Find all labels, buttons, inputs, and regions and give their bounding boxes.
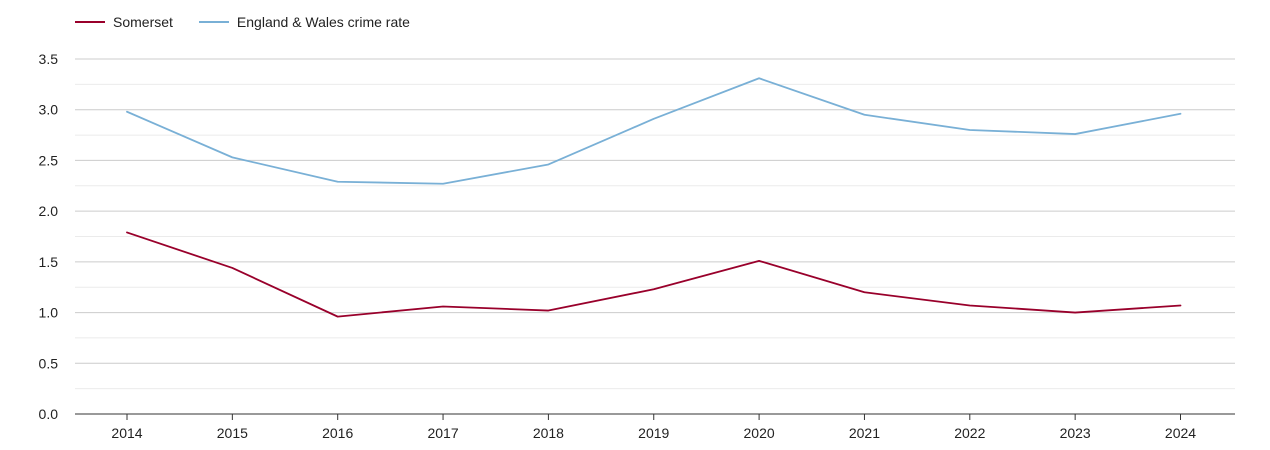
grid-lines — [75, 58, 1235, 390]
y-tick-label: 1.0 — [39, 305, 59, 321]
series-lines — [126, 77, 1182, 318]
x-tick-label: 2018 — [533, 425, 564, 441]
legend-swatch-england-wales — [198, 21, 229, 23]
y-tick-label: 3.5 — [39, 51, 59, 67]
x-tick-label: 2019 — [638, 425, 669, 441]
legend-label-somerset: Somerset — [113, 14, 173, 30]
x-tick-label: 2024 — [1165, 425, 1196, 441]
x-tick-label: 2023 — [1060, 425, 1091, 441]
x-tick-label: 2014 — [111, 425, 142, 441]
y-tick-label: 1.5 — [39, 254, 59, 270]
legend-item-england-wales[interactable]: England & Wales crime rate — [198, 14, 410, 30]
series-line-somerset — [126, 231, 1182, 318]
x-tick-label: 2021 — [849, 425, 880, 441]
x-tick-label: 2017 — [427, 425, 458, 441]
x-tick-label: 2020 — [744, 425, 775, 441]
x-tick-label: 2015 — [217, 425, 248, 441]
legend-swatch-somerset — [75, 21, 105, 23]
y-tick-label: 2.5 — [39, 152, 59, 168]
y-tick-label: 0.5 — [39, 355, 59, 371]
x-tick-label: 2016 — [322, 425, 353, 441]
legend-item-somerset[interactable]: Somerset — [75, 14, 173, 30]
series-line-england-wales-crime-rate — [126, 77, 1182, 185]
legend-label-england-wales: England & Wales crime rate — [236, 14, 410, 30]
y-tick-label: 3.0 — [39, 102, 59, 118]
y-tick-label: 2.0 — [39, 203, 59, 219]
chart-legend: Somerset England & Wales crime rate — [75, 14, 436, 30]
y-tick-label: 0.0 — [39, 406, 59, 422]
x-tick-label: 2022 — [954, 425, 985, 441]
axes: 0.0 0.5 1.0 1.5 2.0 2.5 3.0 3.5 2014 2015 2016 2017… — [39, 51, 1235, 441]
